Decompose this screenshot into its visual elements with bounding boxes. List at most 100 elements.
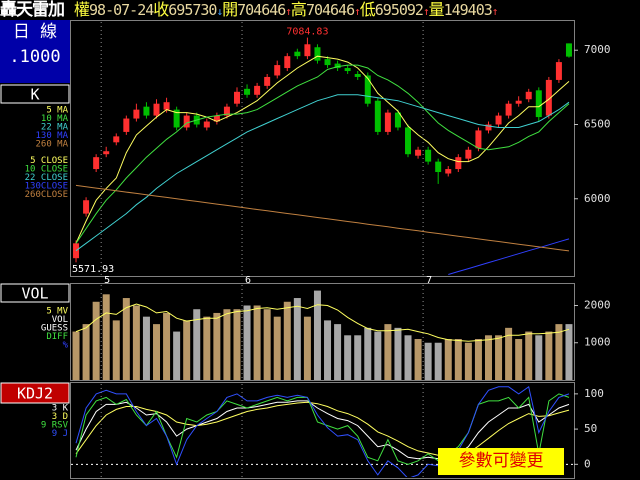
candle-body xyxy=(384,112,391,132)
candle-body xyxy=(485,124,492,131)
volume-bar xyxy=(384,324,392,380)
panel-frame xyxy=(70,382,575,479)
stock-name: 轟天雷加 xyxy=(0,0,65,20)
plot-area xyxy=(71,385,574,477)
candle-body xyxy=(133,109,140,119)
volume-bar xyxy=(354,335,362,380)
volume-bar xyxy=(112,320,120,380)
candle-body xyxy=(545,79,552,116)
candle-body xyxy=(233,91,240,104)
field-value: 704646 xyxy=(305,1,355,19)
volume-bar xyxy=(72,331,80,380)
candle-body xyxy=(173,109,180,128)
volume-bar xyxy=(142,316,150,380)
field-value: 695730 xyxy=(168,1,217,19)
volume-bar xyxy=(253,305,261,380)
candle-body xyxy=(223,106,230,116)
candle-body xyxy=(394,112,401,128)
panel-label-box xyxy=(0,84,70,104)
legend-entry: 3 K xyxy=(52,404,69,414)
volume-bar xyxy=(233,309,241,380)
legend-entry: 3 D xyxy=(52,412,68,422)
field-label: 低 xyxy=(359,0,376,19)
volume-bar xyxy=(495,335,503,380)
volume-bar xyxy=(404,335,412,380)
candle-body xyxy=(475,130,482,149)
legend-entry: 9 J xyxy=(52,429,68,439)
candle-body xyxy=(143,106,150,116)
volume-bar xyxy=(515,339,523,380)
series-line xyxy=(75,401,570,458)
candle-body xyxy=(274,65,281,76)
field-arrow: ↑ xyxy=(285,5,292,18)
legend-entry: GUESS xyxy=(41,324,68,334)
candle-body xyxy=(213,115,220,122)
candle-body xyxy=(465,149,472,159)
candle-body xyxy=(163,102,170,110)
period: 日 線 xyxy=(13,22,57,42)
volume-bar xyxy=(364,327,372,380)
volume-bar xyxy=(474,339,482,380)
field-arrow: ↑ xyxy=(422,5,430,18)
legend-entry: 10 MA xyxy=(41,114,69,124)
volume-bar xyxy=(394,327,402,380)
candle-body xyxy=(183,115,190,128)
y-tick-label: 100 xyxy=(584,387,604,400)
x-tick-label: 7 xyxy=(426,275,432,286)
y-tick-label: 1000 xyxy=(584,336,611,349)
y-tick-label: 50 xyxy=(584,422,597,435)
volume-bar xyxy=(243,305,251,380)
y-tick-label: 7000 xyxy=(584,43,611,56)
settings-button[interactable]: 參數可變更 xyxy=(438,448,564,475)
volume-bar xyxy=(505,327,513,380)
field-value: 149403 xyxy=(443,1,493,19)
field-value: 98-07-24 xyxy=(89,1,154,19)
legend-entry: 260CLOSE xyxy=(25,190,68,200)
volume-bar xyxy=(153,324,161,380)
legend-entry: 5 MV xyxy=(46,307,68,317)
volume-bar xyxy=(313,290,321,380)
series-line xyxy=(75,64,570,244)
volume-bar xyxy=(283,301,291,380)
plot-area xyxy=(72,290,573,380)
candle-body xyxy=(244,88,251,95)
y-tick-label: 0 xyxy=(584,457,591,470)
plot-area xyxy=(73,37,572,275)
volume-bar xyxy=(535,335,543,380)
candle-body xyxy=(324,59,331,66)
legend-entry: 5 MA xyxy=(46,106,68,116)
candle-body xyxy=(153,103,160,116)
legend-entry: 260 MA xyxy=(35,140,68,150)
legend-entry: 10 CLOSE xyxy=(25,165,68,175)
volume-bar xyxy=(444,339,452,380)
panel-label: VOL xyxy=(21,285,48,303)
field-label: 權 xyxy=(74,0,90,19)
volume-bar xyxy=(132,305,140,380)
x-tick-label: 5 xyxy=(104,275,110,286)
candle-body xyxy=(515,100,522,104)
candle-body xyxy=(495,115,502,125)
field-label: 量 xyxy=(428,0,445,19)
volume-bar xyxy=(92,301,100,380)
field-arrow: ↑ xyxy=(354,5,361,18)
legend-entry: 22 MA xyxy=(41,123,69,133)
volume-bar xyxy=(122,298,130,380)
legend-entry: 130 MA xyxy=(35,131,68,141)
header: 轟天雷加 權98-07-24收695730↓開704646↑高704646↑低69… xyxy=(0,0,640,20)
volume-bar xyxy=(434,342,442,380)
candle-body xyxy=(364,75,371,104)
candle-body xyxy=(535,90,542,118)
series-line xyxy=(75,303,570,342)
volume-bar xyxy=(324,320,332,380)
unit: .1000 xyxy=(9,47,60,67)
field-value: 695092 xyxy=(374,1,424,19)
panel-label: K xyxy=(30,86,39,104)
legend-entry: % xyxy=(63,341,69,351)
panel-frame xyxy=(70,283,575,381)
candle-body xyxy=(113,136,120,143)
volume-bar xyxy=(163,312,171,380)
legend-entry: VOL xyxy=(52,315,68,325)
panel-frame xyxy=(70,20,575,277)
volume-bar xyxy=(464,342,472,380)
